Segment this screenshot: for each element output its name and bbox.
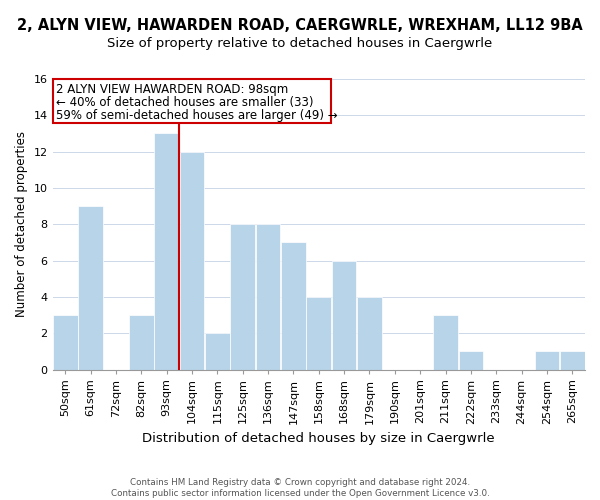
Bar bbox=[535, 352, 559, 370]
Bar bbox=[129, 315, 154, 370]
Y-axis label: Number of detached properties: Number of detached properties bbox=[15, 132, 28, 318]
Bar bbox=[332, 260, 356, 370]
Bar bbox=[230, 224, 255, 370]
Text: 59% of semi-detached houses are larger (49) →: 59% of semi-detached houses are larger (… bbox=[56, 109, 338, 122]
Bar bbox=[560, 352, 584, 370]
Text: 2, ALYN VIEW, HAWARDEN ROAD, CAERGWRLE, WREXHAM, LL12 9BA: 2, ALYN VIEW, HAWARDEN ROAD, CAERGWRLE, … bbox=[17, 18, 583, 32]
Text: Contains HM Land Registry data © Crown copyright and database right 2024.
Contai: Contains HM Land Registry data © Crown c… bbox=[110, 478, 490, 498]
FancyBboxPatch shape bbox=[53, 79, 331, 124]
Bar bbox=[78, 206, 103, 370]
Bar bbox=[205, 333, 230, 370]
Bar bbox=[179, 152, 204, 370]
X-axis label: Distribution of detached houses by size in Caergwrle: Distribution of detached houses by size … bbox=[142, 432, 495, 445]
Bar bbox=[281, 242, 306, 370]
Text: 2 ALYN VIEW HAWARDEN ROAD: 98sqm: 2 ALYN VIEW HAWARDEN ROAD: 98sqm bbox=[56, 82, 289, 96]
Text: Size of property relative to detached houses in Caergwrle: Size of property relative to detached ho… bbox=[107, 38, 493, 51]
Bar bbox=[357, 297, 382, 370]
Text: ← 40% of detached houses are smaller (33): ← 40% of detached houses are smaller (33… bbox=[56, 96, 314, 108]
Bar bbox=[256, 224, 280, 370]
Bar bbox=[53, 315, 77, 370]
Bar bbox=[307, 297, 331, 370]
Bar bbox=[433, 315, 458, 370]
Bar bbox=[458, 352, 483, 370]
Bar bbox=[154, 134, 179, 370]
